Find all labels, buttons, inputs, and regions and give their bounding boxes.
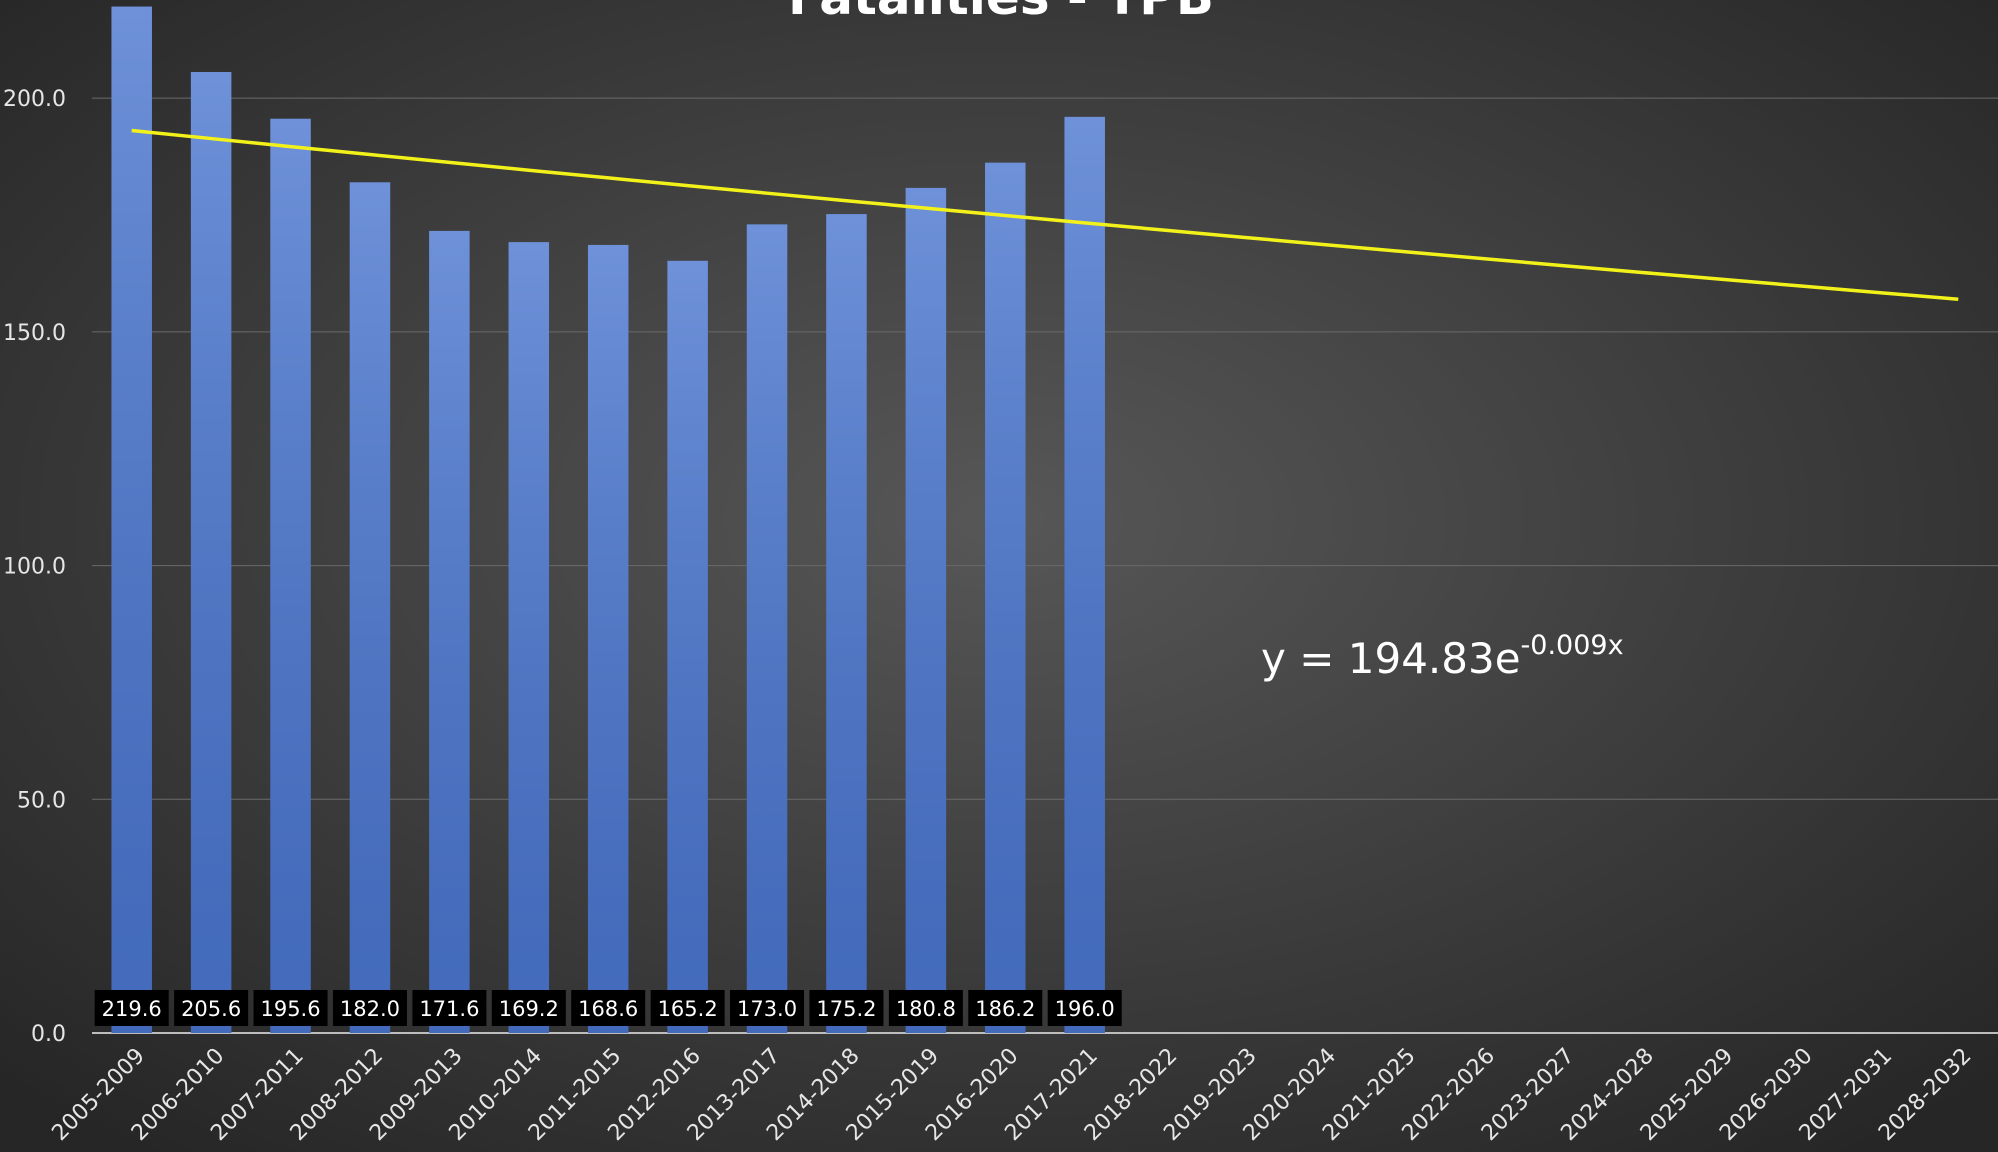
data-label: 186.2 [975, 997, 1035, 1021]
y-tick-label: 150.0 [3, 321, 66, 346]
data-label: 182.0 [340, 997, 400, 1021]
y-tick-label: 50.0 [17, 788, 66, 813]
data-label: 173.0 [737, 997, 797, 1021]
data-label: 219.6 [102, 997, 162, 1021]
data-label: 165.2 [658, 997, 718, 1021]
data-label: 180.8 [896, 997, 956, 1021]
data-label-box [809, 990, 884, 1026]
y-tick-label: 0.0 [31, 1022, 66, 1047]
data-label: 175.2 [816, 997, 876, 1021]
data-label: 205.6 [181, 997, 241, 1021]
data-label-box [332, 990, 407, 1026]
data-label-box [174, 990, 249, 1026]
bar-shade [826, 214, 867, 1033]
bar-shade [667, 260, 708, 1033]
trendline-equation: y = 194.83e-0.009x [1261, 630, 1624, 683]
y-tick-label: 100.0 [3, 555, 66, 580]
data-label-box [888, 990, 963, 1026]
data-label-box [968, 990, 1043, 1026]
trendline-equation-base: y = 194.83e [1261, 634, 1521, 683]
bar-shade [190, 71, 232, 1034]
data-label: 171.6 [419, 997, 479, 1021]
data-label-box [650, 990, 725, 1026]
bar-shade [111, 6, 152, 1033]
bar-shade [429, 230, 470, 1033]
bar-shade [905, 187, 947, 1033]
data-label: 168.6 [578, 997, 638, 1021]
data-label-box [412, 990, 487, 1026]
data-label: 195.6 [260, 997, 320, 1021]
bar-shade [508, 242, 550, 1034]
bar-shade [1064, 116, 1105, 1033]
trendline [131, 128, 1959, 301]
data-label: 169.2 [499, 997, 559, 1021]
data-label-box [1047, 990, 1122, 1026]
data-label-box [730, 990, 805, 1026]
y-tick-label: 200.0 [3, 87, 66, 112]
data-label-box [94, 990, 169, 1026]
bar-shade [349, 182, 391, 1033]
data-label: 196.0 [1055, 997, 1115, 1021]
data-label-box [253, 990, 328, 1026]
data-label-box [571, 990, 646, 1026]
chart-title: Fatalities - TPB [788, 0, 1214, 26]
trendline-equation-exponent: -0.009x [1521, 630, 1624, 661]
data-label-box [491, 990, 566, 1026]
bar-shade [270, 118, 311, 1034]
bar-shade [746, 224, 788, 1033]
bar-shade [985, 162, 1026, 1033]
bar-shade [587, 244, 629, 1033]
